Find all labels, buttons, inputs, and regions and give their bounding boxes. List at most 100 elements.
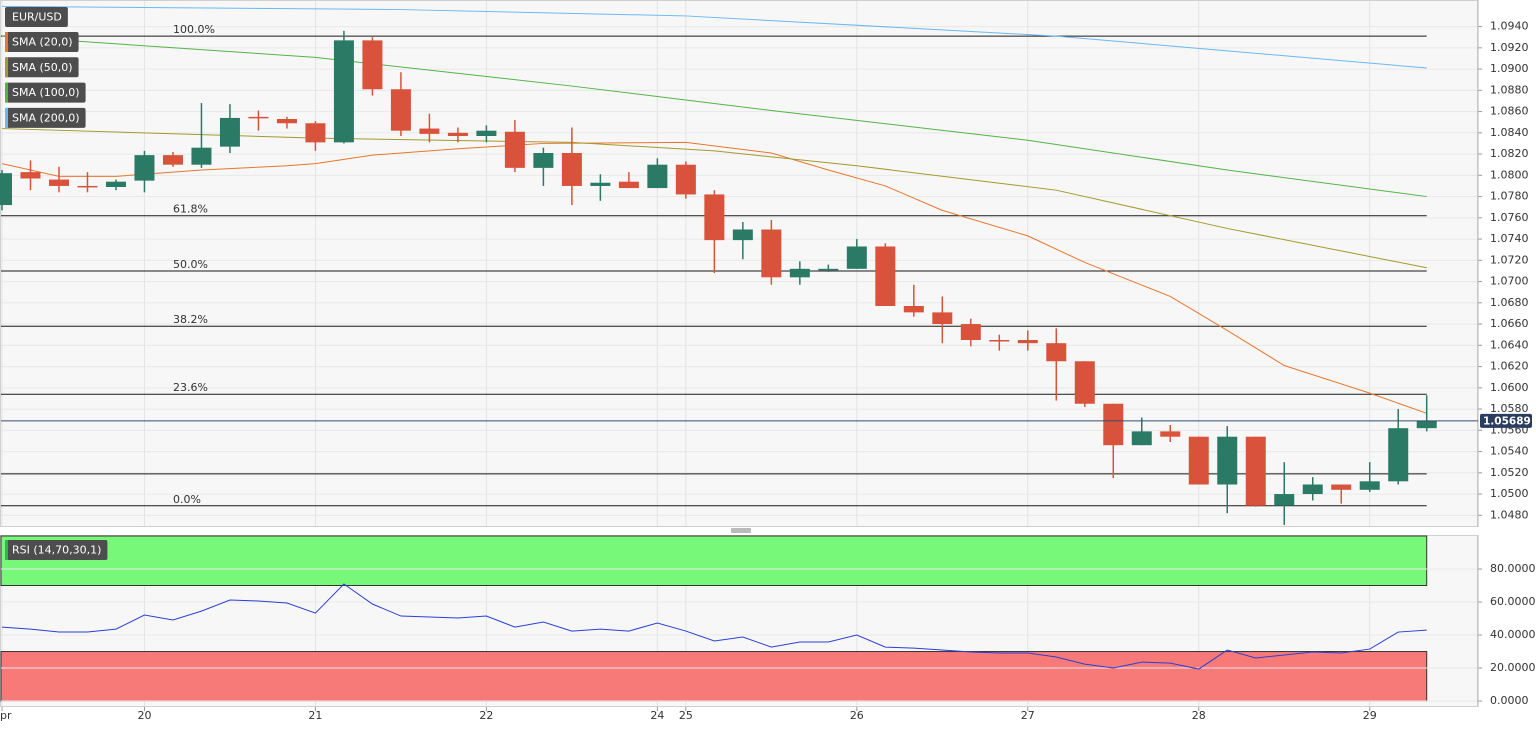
legend-swatch <box>5 540 8 560</box>
sma-line <box>1 35 1427 198</box>
candle <box>276 116 297 129</box>
y-tick-label: 1.0920 <box>1490 41 1529 54</box>
fib-level-label: 0.0% <box>173 493 201 506</box>
x-tick-label: 24 <box>650 709 664 722</box>
candle <box>989 334 1010 351</box>
legend-box <box>5 57 79 78</box>
candle <box>162 151 183 167</box>
legend-label: SMA (100,0) <box>12 86 80 99</box>
candle-body <box>875 246 896 306</box>
y-tick-label: 1.0840 <box>1490 126 1529 139</box>
candle <box>191 103 212 168</box>
candle <box>1359 462 1380 492</box>
y-tick-label: 1.0760 <box>1490 211 1529 224</box>
candle-body <box>1160 431 1181 437</box>
candle-body <box>1416 420 1437 429</box>
legend-label: EUR/USD <box>12 11 62 24</box>
candle-body <box>1274 494 1295 506</box>
x-tick-label: 22 <box>479 709 493 722</box>
y-tick-label: 80.0000 <box>1490 562 1536 575</box>
candle <box>1245 436 1266 507</box>
candle <box>447 127 468 143</box>
y-tick-label: 20.0000 <box>1490 661 1536 674</box>
legend-swatch <box>5 82 8 103</box>
candle <box>704 190 725 274</box>
candle-body <box>818 268 839 271</box>
candle <box>1188 436 1209 485</box>
candle <box>219 104 240 153</box>
y-tick-label: 0.0000 <box>1490 694 1529 707</box>
candle-body <box>1359 481 1380 490</box>
x-tick-label: 21 <box>308 709 322 722</box>
candle <box>675 161 696 199</box>
candle <box>504 120 525 173</box>
y-tick-label: 1.0800 <box>1490 168 1529 181</box>
candle-body <box>476 130 497 136</box>
candle-body <box>932 312 953 325</box>
y-tick-label: 1.0660 <box>1490 317 1529 330</box>
y-tick-label: 1.0600 <box>1490 381 1529 394</box>
candle-body <box>105 181 126 187</box>
candle-body <box>761 229 782 278</box>
candle-body <box>533 153 554 168</box>
legend-item: SMA (200,0) <box>5 107 86 128</box>
candle <box>1017 330 1038 351</box>
legend-box <box>5 7 68 27</box>
legend-label: SMA (20,0) <box>12 36 73 49</box>
candle <box>647 158 668 189</box>
x-tick-label: 26 <box>850 709 864 722</box>
x-tick-label: 25 <box>679 709 693 722</box>
legend-swatch <box>5 57 8 78</box>
candle-body <box>305 123 326 143</box>
candle <box>1331 484 1352 504</box>
candle <box>903 284 924 317</box>
legend-box <box>5 82 86 103</box>
legend-box <box>5 107 86 128</box>
y-tick-label: 1.0680 <box>1490 296 1529 309</box>
candle <box>134 150 155 193</box>
candle <box>1103 403 1124 479</box>
fib-level-label: 100.0% <box>173 23 215 36</box>
candle-body <box>1331 484 1352 490</box>
candle <box>1302 477 1323 501</box>
candle <box>618 172 639 189</box>
candle <box>533 147 554 186</box>
candle <box>105 179 126 191</box>
candle-body <box>618 181 639 189</box>
y-tick-label: 40.0000 <box>1490 628 1536 641</box>
candle-body <box>732 229 753 241</box>
y-tick-label: 1.0540 <box>1490 445 1529 458</box>
candle <box>248 110 269 131</box>
candle <box>1416 395 1437 432</box>
y-tick-label: 1.0580 <box>1490 402 1529 415</box>
panel-resize-handle[interactable] <box>731 528 751 533</box>
legend-swatch <box>5 32 8 52</box>
candle <box>846 239 867 269</box>
x-tick-label: 20 <box>137 709 151 722</box>
candle <box>305 121 326 151</box>
rsi-zone <box>0 651 1428 702</box>
candle-body <box>219 117 240 147</box>
candle <box>1046 328 1067 401</box>
sma-line <box>1 5 1427 69</box>
candle <box>476 125 497 143</box>
x-tick-label: 27 <box>1021 709 1035 722</box>
fib-level-label: 50.0% <box>173 258 208 271</box>
y-tick-label: 1.0860 <box>1490 105 1529 118</box>
candle-body <box>1131 431 1152 446</box>
sma-line <box>1 128 1427 269</box>
candle <box>932 296 953 344</box>
candle-body <box>903 306 924 313</box>
candle-body <box>1388 428 1409 482</box>
candle <box>0 170 12 211</box>
candle-body <box>191 147 212 165</box>
candle <box>333 30 354 144</box>
legend-item: SMA (20,0) <box>5 32 79 52</box>
candle-body <box>134 155 155 181</box>
candle-body <box>1074 361 1095 404</box>
candle <box>732 222 753 260</box>
fib-level-label: 23.6% <box>173 381 208 394</box>
candle-body <box>1188 436 1209 485</box>
